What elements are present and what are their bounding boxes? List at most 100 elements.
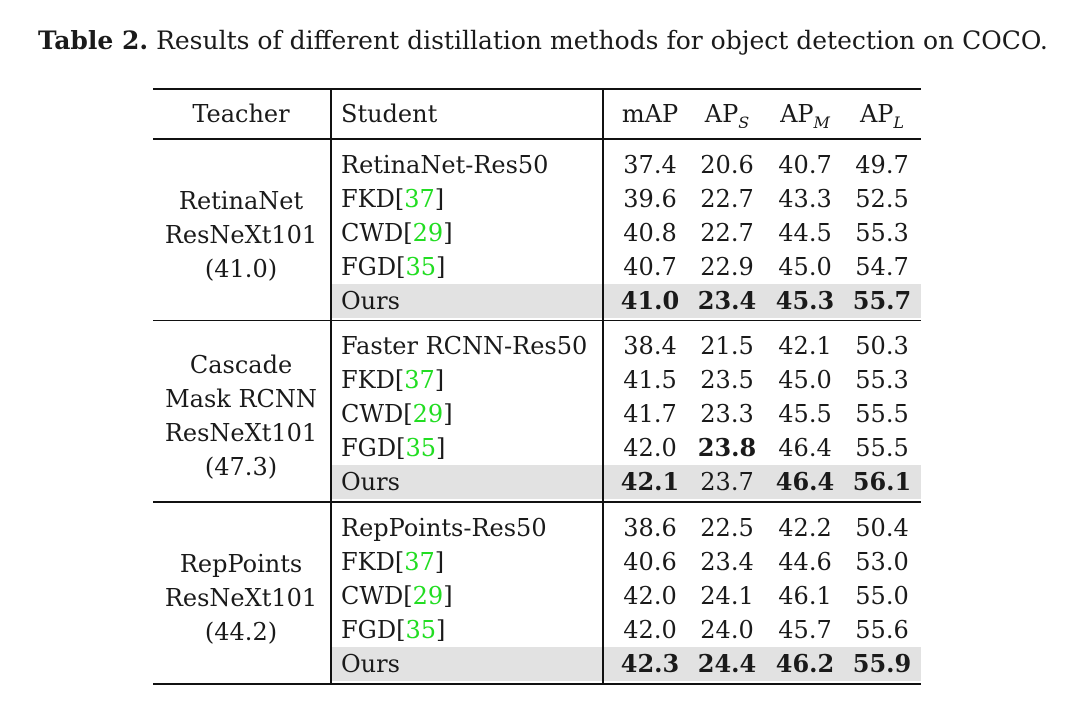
apm-cell: 44.6 xyxy=(778,547,832,576)
apl-cell: 55.9 xyxy=(852,648,912,678)
aps-cell: 21.5 xyxy=(700,332,754,360)
student-cell: Faster RCNN-Res50 xyxy=(341,332,588,360)
citation-link[interactable]: 35 xyxy=(405,615,436,644)
caption-label: Table 2. xyxy=(38,26,149,55)
aps-cell: 22.7 xyxy=(700,184,754,213)
aps-cell: 22.7 xyxy=(700,218,754,247)
results-table: Teacher Student mAP APS APM APL RetinaNe… xyxy=(153,88,921,685)
aps-cell: 23.7 xyxy=(700,468,754,496)
apm-cell: 46.4 xyxy=(778,434,832,462)
aps-cell: 22.9 xyxy=(700,252,754,281)
student-cell: RepPoints-Res50 xyxy=(341,513,547,542)
map-cell: 37.4 xyxy=(623,150,677,179)
table-caption: Table 2. Results of different distillati… xyxy=(38,26,1048,55)
table-row: CWD[29] 42.0 24.1 46.1 55.0 xyxy=(153,579,921,613)
apm-cell: 42.2 xyxy=(778,513,832,542)
table-row: CWD[29] 40.8 22.7 44.5 55.3 xyxy=(153,216,921,250)
map-cell: 41.7 xyxy=(623,400,677,428)
student-cell: FGD[35] xyxy=(341,615,446,644)
citation-link[interactable]: 37 xyxy=(404,184,435,213)
apl-cell: 55.5 xyxy=(855,400,909,428)
aps-cell: 22.5 xyxy=(700,513,754,542)
citation-link[interactable]: 29 xyxy=(412,400,444,428)
table-row: FKD[37] 41.5 23.5 45.0 55.3 xyxy=(153,363,921,397)
apl-cell: 55.6 xyxy=(855,615,909,644)
citation-link[interactable]: 37 xyxy=(404,366,435,394)
student-cell: Ours xyxy=(341,286,400,315)
apl-cell: 49.7 xyxy=(855,150,909,179)
citation-link[interactable]: 35 xyxy=(405,252,436,281)
student-cell: RetinaNet-Res50 xyxy=(341,150,549,179)
student-cell: CWD[29] xyxy=(341,581,453,610)
aps-cell: 24.0 xyxy=(700,615,754,644)
student-cell: CWD[29] xyxy=(341,218,453,247)
map-cell: 41.0 xyxy=(620,285,680,315)
table-row: FGD[35] 42.0 24.0 45.7 55.6 xyxy=(153,613,921,647)
apl-cell: 54.7 xyxy=(855,252,909,281)
header-student: Student xyxy=(341,100,438,128)
citation-link[interactable]: 35 xyxy=(405,434,436,462)
table-row: RetinaNet-Res50 37.4 20.6 40.7 49.7 xyxy=(153,148,921,182)
map-cell: 38.4 xyxy=(623,332,677,360)
map-cell: 39.6 xyxy=(623,184,677,213)
apl-cell: 55.0 xyxy=(855,581,909,610)
map-cell: 40.7 xyxy=(623,252,677,281)
group-rule xyxy=(153,501,921,503)
student-cell: FKD[37] xyxy=(341,366,445,394)
citation-link[interactable]: 29 xyxy=(412,581,444,610)
map-cell: 41.5 xyxy=(623,366,677,394)
map-cell: 40.8 xyxy=(623,218,677,247)
student-cell: Ours xyxy=(341,468,400,496)
apm-cell: 45.3 xyxy=(775,285,835,315)
map-cell: 38.6 xyxy=(623,513,677,542)
map-cell: 40.6 xyxy=(623,547,677,576)
aps-cell: 24.1 xyxy=(700,581,754,610)
apm-cell: 45.0 xyxy=(778,366,832,394)
aps-cell: 23.3 xyxy=(700,400,754,428)
teacher-group: Faster RCNN-Res50 38.4 21.5 42.1 50.3 FKD[37]… xyxy=(153,321,921,501)
table-row: FGD[35] 40.7 22.9 45.0 54.7 xyxy=(153,250,921,284)
aps-cell: 23.5 xyxy=(700,366,754,394)
apl-cell: 50.4 xyxy=(855,513,909,542)
map-cell: 42.0 xyxy=(623,615,677,644)
top-rule xyxy=(153,88,921,90)
apm-cell: 43.3 xyxy=(778,184,832,213)
apm-cell: 46.2 xyxy=(775,648,835,678)
table-row: FKD[37] 40.6 23.4 44.6 53.0 xyxy=(153,545,921,579)
table-row: Ours 41.0 23.4 45.3 55.7 xyxy=(153,283,921,318)
header-row: Teacher Student mAP APS APM APL xyxy=(153,90,921,138)
group-rule xyxy=(153,319,921,321)
map-cell: 42.0 xyxy=(623,581,677,610)
highlight-band xyxy=(331,465,921,499)
apm-cell: 46.1 xyxy=(778,581,832,610)
header-aps: APS xyxy=(704,100,750,132)
teacher-label: RetinaNet ResNeXt101 (41.0) xyxy=(164,186,318,283)
apl-cell: 50.3 xyxy=(855,332,909,360)
map-cell: 42.3 xyxy=(620,648,680,678)
aps-cell: 23.4 xyxy=(700,547,754,576)
table-row: Ours 42.3 24.4 46.2 55.9 xyxy=(153,646,921,681)
apm-cell: 45.7 xyxy=(778,615,832,644)
student-cell: FGD[35] xyxy=(341,434,446,462)
apl-cell: 55.7 xyxy=(852,285,912,315)
apl-cell: 56.1 xyxy=(852,467,912,496)
aps-cell: 20.6 xyxy=(700,150,754,179)
header-apl: APL xyxy=(859,100,905,132)
student-cell: CWD[29] xyxy=(341,400,453,428)
highlight-band xyxy=(331,646,921,681)
citation-link[interactable]: 37 xyxy=(404,547,435,576)
citation-link[interactable]: 29 xyxy=(412,218,444,247)
student-cell: Ours xyxy=(341,649,400,678)
table-row: Ours 42.1 23.7 46.4 56.1 xyxy=(153,465,921,499)
caption-text: Results of different distillation method… xyxy=(156,26,1048,55)
student-cell: FKD[37] xyxy=(341,184,445,213)
map-cell: 42.0 xyxy=(623,434,677,462)
student-cell: FKD[37] xyxy=(341,547,445,576)
teacher-label: RepPoints ResNeXt101 (44.2) xyxy=(164,549,318,646)
header-apm: APM xyxy=(780,100,830,132)
apl-cell: 52.5 xyxy=(855,184,909,213)
apl-cell: 55.3 xyxy=(855,366,909,394)
teacher-group: RetinaNet-Res50 37.4 20.6 40.7 49.7 FKD[37] 39… xyxy=(153,139,921,320)
aps-cell: 23.4 xyxy=(697,285,757,315)
aps-cell: 23.8 xyxy=(697,433,757,462)
